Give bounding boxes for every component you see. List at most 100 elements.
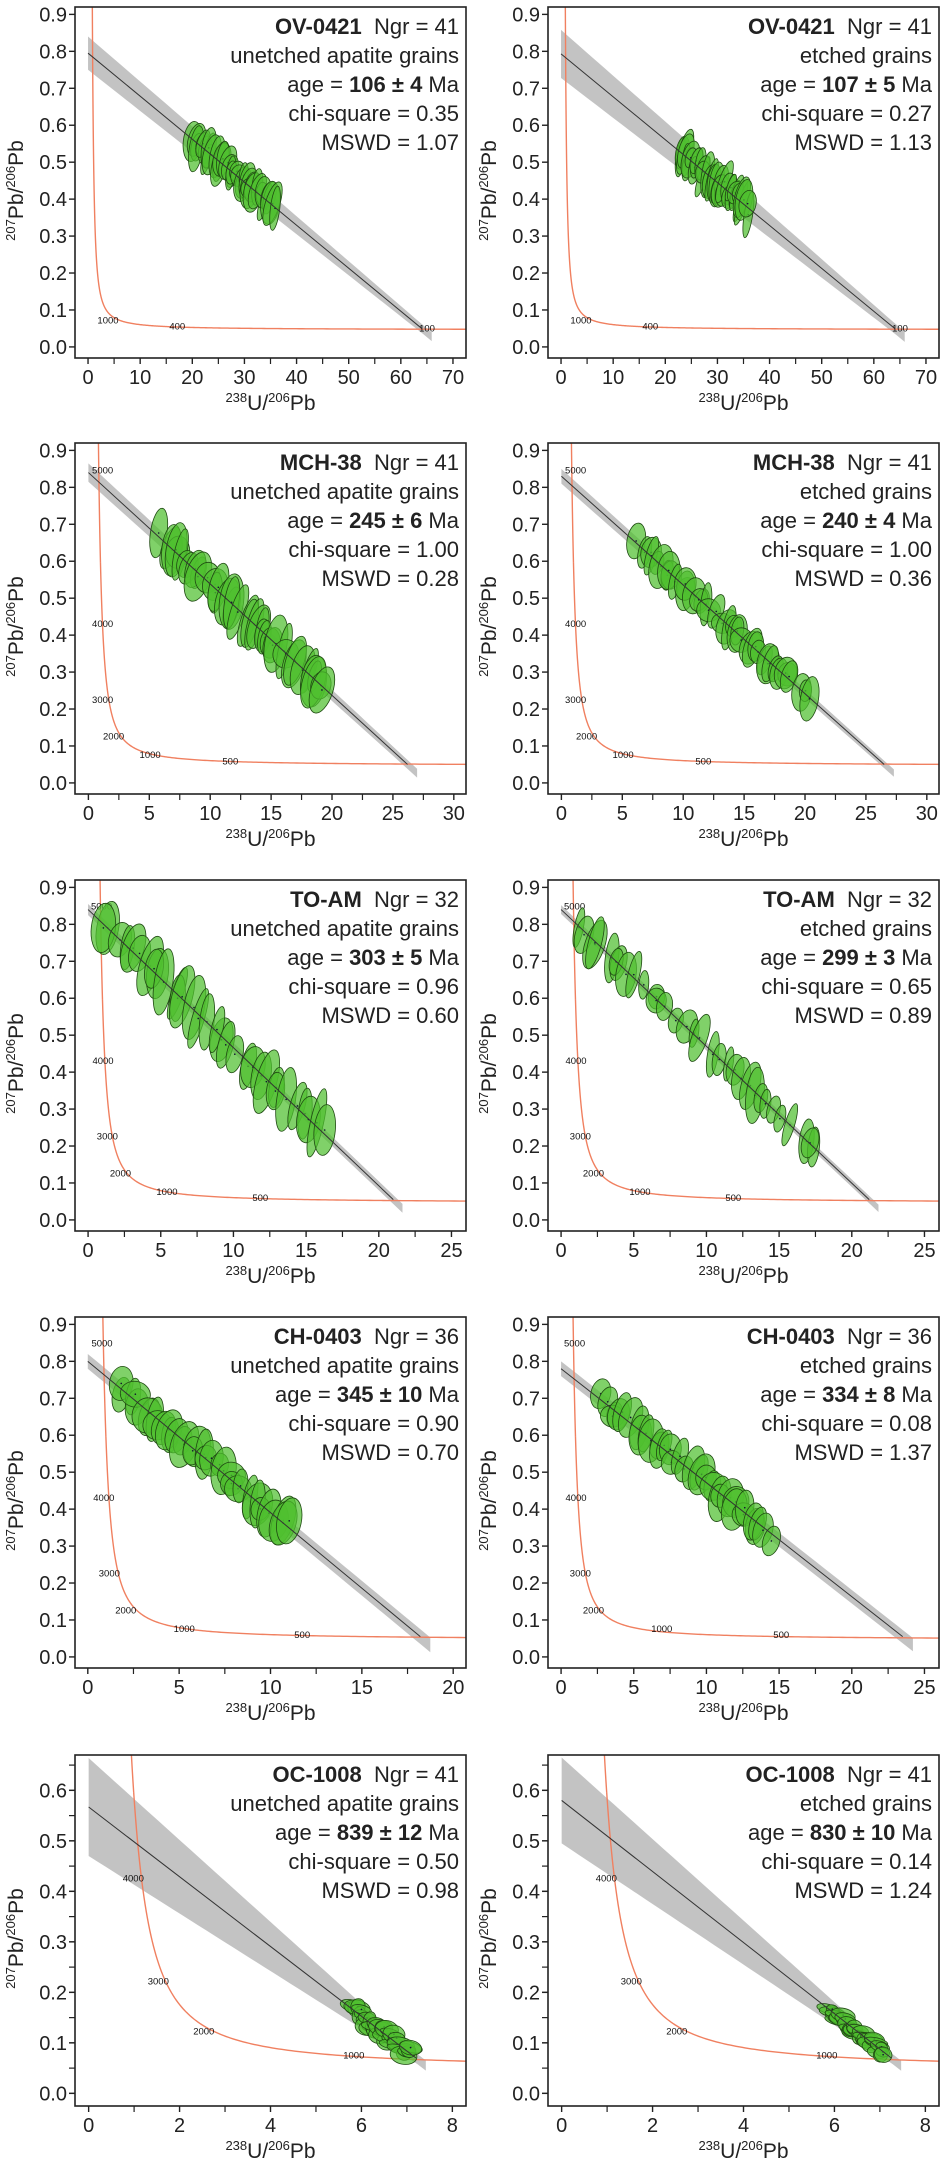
x-axis-label: 238U/206Pb	[225, 390, 315, 415]
mswd-label: MSWD = 0.70	[321, 1440, 459, 1465]
plot-area: 5000 4000 3000 2000 1000 500	[560, 880, 939, 1212]
panel-mch-38-unetched: 5000 4000 3000 2000 1000 500 0.0 0.1 0.2 0.3 0.4 0.…	[3, 440, 467, 851]
concordia-age-label: 1000	[651, 1624, 672, 1635]
y-tick-label: 0.0	[512, 773, 540, 795]
y-tick-label: 0.3	[39, 226, 67, 248]
y-axis-label: 207Pb/206Pb	[3, 1013, 28, 1114]
grain-center	[157, 532, 160, 534]
grain-center	[197, 1017, 200, 1020]
chi-square-label: chi-square = 0.27	[761, 101, 932, 126]
y-tick-label: 0.6	[39, 551, 67, 573]
age-value: 240 ± 4	[822, 508, 896, 533]
x-tick-label: 30	[706, 367, 728, 389]
plot-frame	[74, 879, 467, 1232]
y-tick-label: 0.2	[39, 1573, 67, 1595]
concordia-age-label: 1000	[343, 2050, 364, 2061]
y-axis-label: 207Pb/206Pb	[3, 576, 28, 677]
x-tick-label: 10	[602, 367, 624, 389]
y-tick-label: 0.2	[512, 1982, 540, 2004]
x-tick-label: 20	[841, 1677, 863, 1699]
x-tick-label: 15	[768, 1240, 790, 1262]
sample-title: CH-0403 Ngr = 36	[274, 1324, 459, 1349]
x-tick-label: 70	[442, 367, 464, 389]
y-tick-label: 0.1	[512, 736, 540, 758]
x-tick-label: 40	[758, 367, 780, 389]
mswd-label: MSWD = 0.60	[321, 1003, 459, 1028]
grain-center	[779, 1117, 781, 1120]
grain-center	[296, 1105, 299, 1107]
y-tick-label: 0.6	[39, 988, 67, 1010]
concordia-age-label: 2000	[110, 1168, 131, 1179]
grain-center	[265, 1080, 268, 1083]
concordia-age-label: 100	[892, 323, 908, 334]
x-tick-label: 0	[83, 2115, 94, 2137]
concordia-age-label: 5000	[565, 466, 586, 477]
y-tick-label: 0.3	[39, 1099, 67, 1121]
sample-title: TO-AM Ngr = 32	[763, 887, 932, 912]
concordia-age-label: 4000	[123, 1874, 144, 1885]
ngr-count: Ngr = 36	[362, 1324, 459, 1349]
ngr-count: Ngr = 41	[835, 450, 932, 475]
y-tick-label: 0.1	[39, 300, 67, 322]
regression-line	[87, 1360, 421, 1637]
age-value: 107 ± 5	[822, 72, 895, 97]
x-tick-label: 20	[181, 367, 203, 389]
y-tick-label: 0.8	[512, 477, 540, 499]
grain-center	[594, 942, 596, 944]
ngr-count: Ngr = 32	[835, 887, 932, 912]
y-tick-label: 0.3	[39, 662, 67, 684]
y-tick-label: 0.2	[512, 263, 540, 285]
sample-name: OC-1008	[273, 1762, 362, 1787]
grain-center	[237, 611, 239, 613]
y-tick-label: 0.2	[39, 1136, 67, 1158]
concordia-age-label: 400	[642, 322, 658, 333]
x-tick-label: 20	[654, 367, 676, 389]
plot-area: 5000 4000 3000 2000 1000 500	[88, 443, 466, 778]
grain-center	[181, 996, 183, 998]
treatment-label: etched grains	[800, 1353, 932, 1378]
grain-center	[120, 1382, 123, 1385]
concordia-age-label: 1000	[156, 1187, 177, 1198]
grain-center	[679, 1455, 681, 1458]
concordia-age-label: 4000	[92, 619, 113, 630]
sample-name: OV-0421	[275, 14, 362, 39]
regression-line	[87, 52, 423, 329]
y-tick-label: 0.1	[39, 1610, 67, 1632]
y-axis-label: 207Pb/206Pb	[3, 1888, 28, 1989]
y-tick-label: 0.4	[39, 1499, 67, 1521]
ngr-count: Ngr = 41	[362, 450, 459, 475]
grain-center	[360, 2008, 363, 2011]
age-label: age = 830 ± 10 Ma	[748, 1820, 933, 1845]
concordia-age-label: 400	[169, 322, 185, 333]
y-tick-label: 0.7	[39, 514, 67, 536]
y-tick-label: 0.6	[512, 1425, 540, 1447]
panel-mch-38-etched: 5000 4000 3000 2000 1000 500 0.0 0.1 0.2 0.3 0.4 0.…	[476, 440, 940, 851]
sample-name: CH-0403	[274, 1324, 362, 1349]
treatment-label: unetched apatite grains	[230, 1791, 459, 1816]
regression-line	[88, 1806, 417, 2059]
concordia-age-label: 4000	[596, 1874, 617, 1885]
age-value: 839 ± 12	[337, 1820, 422, 1845]
ngr-count: Ngr = 36	[835, 1324, 932, 1349]
ngr-count: Ngr = 41	[362, 14, 459, 39]
concordia-curve-upper	[130, 1755, 135, 1793]
x-tick-label: 30	[443, 803, 465, 825]
y-tick-label: 0.0	[512, 2083, 540, 2105]
grain-center	[102, 927, 105, 929]
x-tick-label: 60	[863, 367, 885, 389]
grain-center	[193, 1006, 195, 1009]
concordia-curve	[574, 1436, 939, 1639]
x-axis-label: 238U/206Pb	[225, 2138, 315, 2163]
concordia-age-label: 3000	[565, 695, 586, 706]
y-tick-label: 0.1	[512, 1173, 540, 1195]
grain-center	[669, 1448, 672, 1451]
x-tick-label: 15	[295, 1240, 317, 1262]
concordia-age-label: 3000	[570, 1568, 591, 1579]
y-tick-label: 0.6	[39, 1780, 67, 1802]
grain-center	[239, 1485, 242, 1487]
concordia-curve-upper	[572, 1317, 577, 1437]
y-tick-label: 0.6	[39, 1425, 67, 1447]
y-axis-label: 207Pb/206Pb	[3, 1450, 28, 1551]
y-tick-label: 0.2	[512, 699, 540, 721]
